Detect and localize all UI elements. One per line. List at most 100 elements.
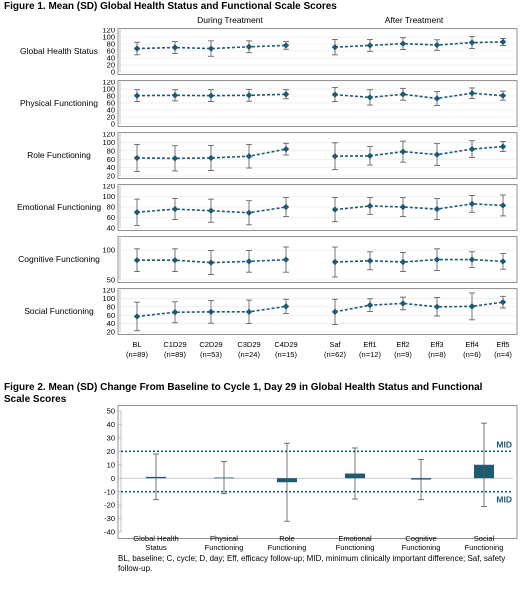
data-point-marker [133, 209, 141, 216]
y-tick-label: 120 [102, 184, 115, 191]
y-tick-label: 60 [107, 155, 115, 164]
data-point-marker [499, 202, 507, 209]
y-tick-label: 0 [111, 68, 115, 76]
y-tick-label: 120 [102, 288, 115, 295]
data-point-marker [331, 206, 339, 213]
data-point-marker [399, 300, 407, 307]
data-point-marker [245, 258, 253, 265]
data-point-marker [171, 309, 179, 316]
physical-functioning-panel-label: Physical Functioning [20, 98, 98, 108]
series-line-during [136, 44, 287, 50]
y-tick-label: 40 [107, 163, 115, 172]
y-tick-label: 100 [102, 192, 115, 201]
category-label-line-2: Status [145, 543, 167, 552]
y-tick-label: 120 [102, 28, 115, 35]
y-tick-label: 30 [107, 433, 115, 442]
data-point-marker [171, 257, 179, 264]
data-point-marker [468, 256, 476, 263]
y-tick-label: -30 [104, 514, 115, 523]
social-functioning-panel-label: Social Functioning [24, 306, 94, 316]
cognitive-functioning-panel: Cognitive Functioning 50 100 [18, 236, 518, 284]
series-line-after [334, 258, 504, 263]
data-point-marker [433, 205, 441, 213]
series-line-during [136, 206, 287, 214]
timepoint-label: C3D29 [237, 340, 260, 349]
series-line-after [334, 41, 504, 48]
y-tick-label: -40 [104, 528, 115, 537]
data-point-marker [399, 203, 407, 211]
y-tick-label: 60 [107, 47, 115, 56]
data-point-marker [331, 91, 339, 98]
category-label-line-1: Physical [210, 534, 238, 543]
category-label-line-1: Social [474, 534, 495, 543]
y-tick-label: 20 [107, 328, 115, 336]
y-tick-label: 100 [102, 246, 115, 255]
data-point-marker [399, 258, 407, 266]
chart-frame [117, 405, 518, 539]
data-point-marker [499, 92, 507, 99]
data-point-marker [133, 154, 141, 162]
figure-1-x-axis: BL(n=89)C1D29(n=89)C2D29(n=53)C3D29(n=24… [126, 340, 512, 359]
timepoint-label: BL [132, 340, 141, 349]
cognitive-functioning-panel-label: Cognitive Functioning [18, 254, 100, 264]
data-point-marker [433, 151, 441, 158]
panel-frame [117, 288, 518, 335]
global-health-status-panel-label: Global Health Status [20, 46, 98, 56]
y-tick-label: 40 [107, 224, 115, 232]
y-tick-label: 60 [107, 213, 115, 222]
category-label-line-2: Functioning [268, 543, 307, 552]
data-point-marker [331, 258, 339, 266]
footnote: BL, baseline; C, cycle; D, day; Eff, eff… [118, 554, 506, 573]
series-line-after [334, 92, 504, 100]
series-line-after [334, 203, 504, 211]
data-point-marker [133, 92, 141, 99]
y-tick-label: 80 [107, 203, 115, 212]
category-label-line-2: Functioning [465, 543, 504, 552]
data-point-marker [331, 153, 339, 160]
data-point-marker [366, 257, 374, 264]
data-point-marker [207, 45, 215, 52]
data-point-marker [133, 257, 141, 264]
timepoint-label: C4D29 [274, 340, 297, 349]
data-point-marker [499, 298, 507, 306]
y-tick-label: 40 [107, 420, 115, 429]
timepoint-n-label: (n=15) [275, 350, 297, 359]
data-point-marker [133, 313, 141, 320]
y-tick-label: 80 [107, 92, 115, 101]
y-tick-label: 40 [107, 106, 115, 115]
y-tick-label: 120 [102, 132, 115, 139]
y-tick-label: 10 [107, 460, 115, 469]
timepoint-label: Eff3 [430, 340, 443, 349]
mid-label: MID [496, 439, 512, 449]
panel-frame [117, 236, 518, 283]
data-point-marker [366, 202, 374, 210]
category-label-line-2: Functioning [336, 543, 375, 552]
during-treatment-header: During Treatment [197, 15, 263, 25]
data-point-marker [207, 207, 215, 214]
y-tick-label: 20 [107, 447, 115, 456]
data-point-marker [207, 259, 215, 266]
category-label-line-1: Emotional [338, 534, 372, 543]
timepoint-label: Saf [329, 340, 341, 349]
data-point-marker [282, 303, 290, 310]
data-point-marker [468, 39, 476, 46]
data-point-marker [331, 43, 339, 51]
y-tick-label: 40 [107, 54, 115, 63]
role-functioning-panel-label: Role Functioning [27, 150, 91, 160]
timepoint-label: Eff2 [396, 340, 409, 349]
y-tick-label: 0 [111, 120, 115, 128]
category-label-line-2: Functioning [205, 543, 244, 552]
emotional-functioning-panel-label: Emotional Functioning [17, 202, 101, 212]
data-point-marker [366, 152, 374, 160]
after-treatment-header: After Treatment [385, 15, 444, 25]
panel-frame [117, 132, 518, 179]
data-point-marker [171, 44, 179, 51]
series-line-during [136, 93, 287, 97]
y-tick-label: -10 [104, 487, 115, 496]
data-point-marker [171, 155, 179, 162]
data-point-marker [399, 91, 407, 98]
